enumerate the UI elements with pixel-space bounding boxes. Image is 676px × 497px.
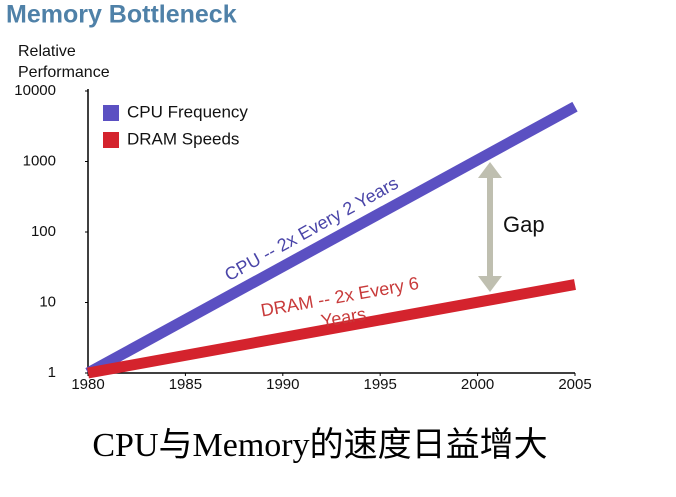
legend-swatch (103, 132, 119, 148)
y-tick-label: 100 (31, 223, 56, 240)
annotation: Gap (503, 212, 545, 237)
caption: CPU与Memory的速度日益增大 (92, 426, 547, 464)
y-tick-label: 10000 (14, 82, 56, 99)
y-tick-label: 10 (39, 293, 56, 310)
legend-label: CPU Frequency (127, 102, 248, 121)
y-axis-label: Performance (18, 64, 110, 81)
x-tick-label: 2005 (558, 376, 591, 393)
gap-arrowhead (478, 162, 502, 178)
x-tick-label: 1985 (169, 376, 202, 393)
legend-label: DRAM Speeds (127, 129, 239, 148)
y-axis-label: Relative (18, 43, 76, 60)
annotation: CPU -- 2x Every 2 Years (221, 173, 401, 285)
series-line (85, 101, 578, 378)
x-tick-label: 2000 (461, 376, 494, 393)
gap-arrowhead (478, 276, 502, 292)
chart-title: Memory Bottleneck (6, 1, 237, 29)
x-tick-label: 1990 (266, 376, 299, 393)
y-tick-label: 1 (48, 364, 56, 381)
legend-swatch (103, 105, 119, 121)
x-tick-label: 1980 (71, 376, 104, 393)
x-tick-label: 1995 (364, 376, 397, 393)
y-tick-label: 1000 (23, 152, 56, 169)
series-line (87, 279, 576, 379)
